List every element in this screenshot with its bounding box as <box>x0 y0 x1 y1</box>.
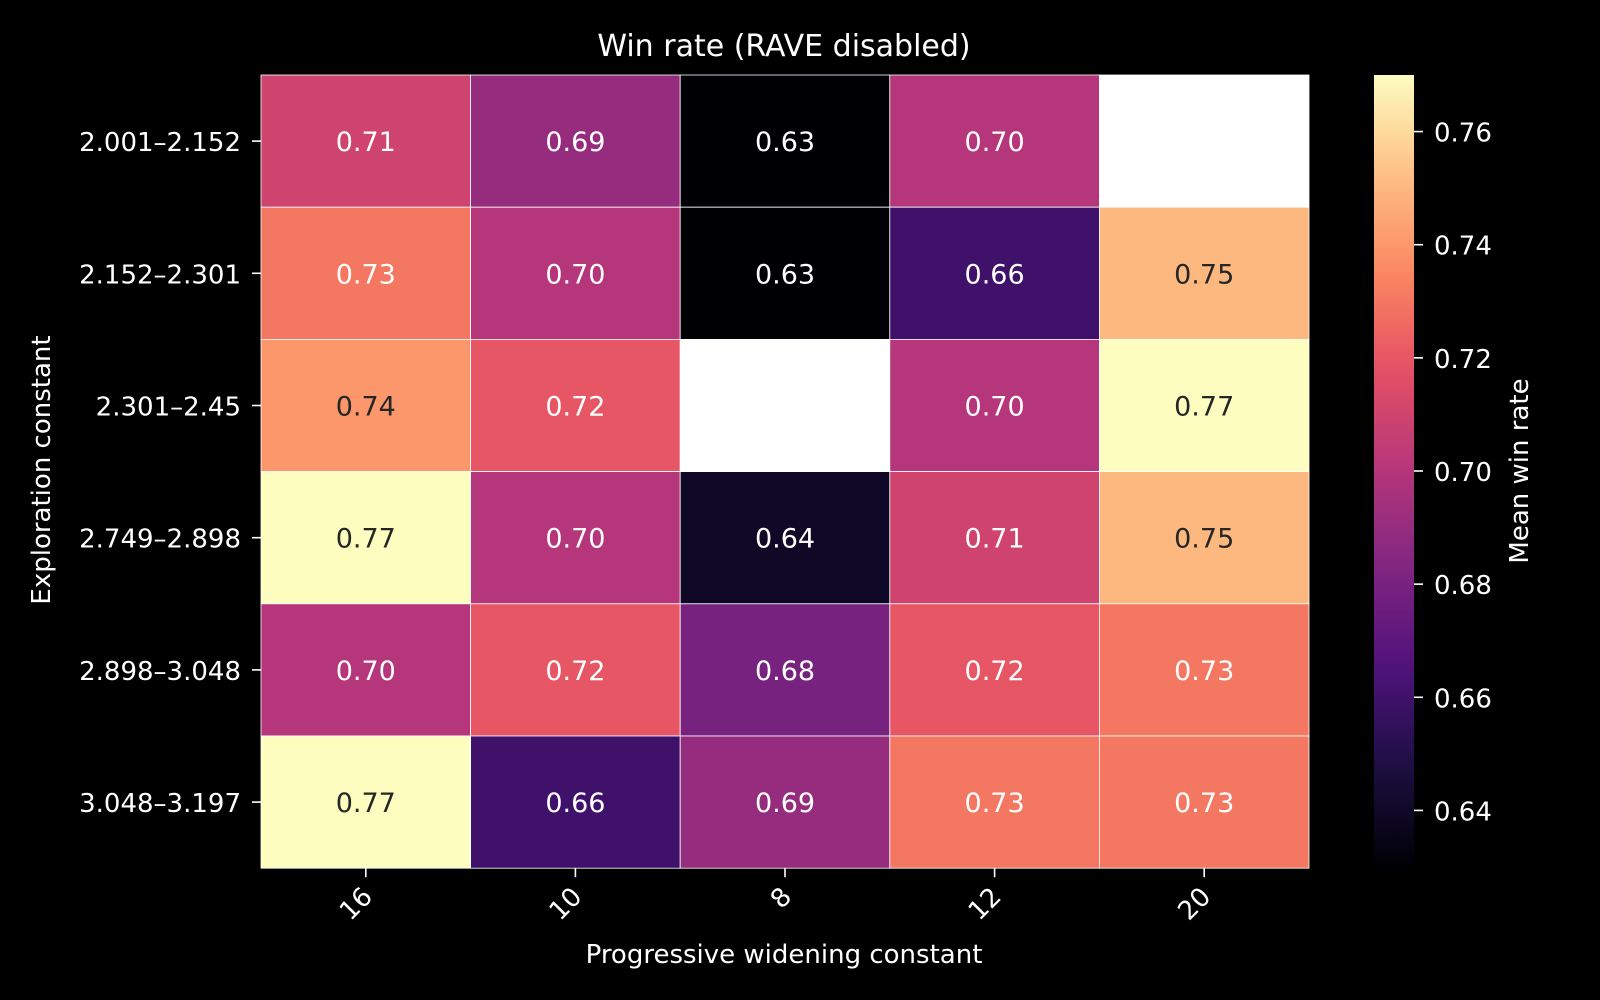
cell-value-label: 0.77 <box>1174 392 1234 423</box>
heatmap-cell <box>1099 74 1310 208</box>
heatmap-cell <box>889 735 1100 869</box>
cell-value-label: 0.77 <box>336 788 396 819</box>
cell-value-label: 0.74 <box>336 392 396 423</box>
x-tick-label: 20 <box>1173 882 1218 927</box>
cell-value-label: 0.71 <box>336 127 396 158</box>
heatmap-cell <box>679 735 891 869</box>
heatmap-cell <box>1099 735 1310 869</box>
heatmap-cell <box>889 338 1100 472</box>
heatmap-cell <box>260 206 472 340</box>
heatmap-cell <box>470 206 681 340</box>
heatmap-cell <box>1099 603 1310 737</box>
colorbar-gradient <box>1374 75 1414 867</box>
heatmap-cell <box>679 206 891 340</box>
x-tick-label: 12 <box>963 882 1008 927</box>
cell-value-label: 0.63 <box>755 127 815 158</box>
heatmap-cell <box>889 471 1100 605</box>
cell-value-label: 0.68 <box>755 656 815 687</box>
chart-title: Win rate (RAVE disabled) <box>597 29 970 64</box>
heatmap-cell <box>1099 338 1310 472</box>
y-tick-label: 2.898–3.048 <box>79 657 241 687</box>
cell-value-label: 0.70 <box>965 127 1025 158</box>
heatmap-cell <box>260 603 472 737</box>
cell-value-label: 0.66 <box>545 788 605 819</box>
x-tick-label: 16 <box>334 882 379 927</box>
colorbar-tick-label: 0.72 <box>1434 345 1492 375</box>
y-tick-label: 2.749–2.898 <box>79 525 241 555</box>
heatmap-cell <box>260 338 472 472</box>
cell-value-label: 0.73 <box>965 788 1025 819</box>
cell-value-label: 0.73 <box>1174 788 1234 819</box>
heatmap-cell <box>889 74 1100 208</box>
x-axis-label: Progressive widening constant <box>586 940 983 970</box>
cell-value-label: 0.75 <box>1174 259 1234 290</box>
cell-value-label: 0.66 <box>965 259 1025 290</box>
y-tick-label: 3.048–3.197 <box>79 789 241 819</box>
cell-value-label: 0.70 <box>545 259 605 290</box>
cell-value-label: 0.70 <box>965 392 1025 423</box>
heatmap-cell <box>889 206 1100 340</box>
heatmap-cell <box>679 338 891 472</box>
y-tick-label: 2.301–2.45 <box>96 393 241 423</box>
cell-value-label: 0.75 <box>1174 524 1234 555</box>
colorbar-tick-label: 0.64 <box>1434 797 1492 827</box>
heatmap-cells: 0.71 0.69 0.63 0.70 0.73 0.70 0.63 0.66 0.75 0.74… <box>260 74 1310 869</box>
heatmap-cell <box>679 74 891 208</box>
colorbar: 0.64 0.66 0.68 0.70 0.72 0.74 0.76 Mean win ra… <box>1374 75 1535 867</box>
heatmap-cell <box>889 603 1100 737</box>
heatmap-cell <box>470 735 681 869</box>
cell-value-label: 0.71 <box>965 524 1025 555</box>
heatmap-cell <box>679 471 891 605</box>
cell-value-label: 0.69 <box>545 127 605 158</box>
colorbar-tick-label: 0.76 <box>1434 119 1492 149</box>
colorbar-tick-label: 0.68 <box>1434 571 1492 601</box>
y-tick-label: 2.152–2.301 <box>79 260 241 290</box>
heatmap-cell <box>260 74 472 208</box>
cell-value-label: 0.72 <box>965 656 1025 687</box>
x-tick-label: 10 <box>544 882 589 927</box>
cell-value-label: 0.73 <box>336 259 396 290</box>
cell-value-label: 0.69 <box>755 788 815 819</box>
colorbar-tick-label: 0.70 <box>1434 458 1492 488</box>
colorbar-ticks: 0.64 0.66 0.68 0.70 0.72 0.74 0.76 <box>1414 119 1492 827</box>
cell-value-label: 0.70 <box>545 524 605 555</box>
x-tick-label: 8 <box>765 882 798 915</box>
heatmap-cell <box>470 603 681 737</box>
cell-value-label: 0.72 <box>545 392 605 423</box>
cell-value-label: 0.77 <box>336 524 396 555</box>
colorbar-label: Mean win rate <box>1505 378 1535 563</box>
heatmap-cell <box>470 74 681 208</box>
cell-value-label: 0.72 <box>545 656 605 687</box>
x-axis-ticks: 16 10 8 12 20 <box>334 868 1218 927</box>
cell-value-label: 0.63 <box>755 259 815 290</box>
colorbar-tick-label: 0.66 <box>1434 684 1492 714</box>
heatmap-cell <box>1099 471 1310 605</box>
cell-value-label: 0.70 <box>336 656 396 687</box>
y-axis-ticks: 2.001–2.152 2.152–2.301 2.301–2.45 2.749–2.… <box>79 128 261 819</box>
heatmap-cell <box>470 471 681 605</box>
cell-value-label: 0.64 <box>755 524 815 555</box>
cell-value-label: 0.73 <box>1174 656 1234 687</box>
y-axis-label: Exploration constant <box>27 335 57 604</box>
colorbar-tick-label: 0.74 <box>1434 232 1492 262</box>
heatmap-cell <box>260 471 472 605</box>
heatmap-cell <box>679 603 891 737</box>
y-tick-label: 2.001–2.152 <box>79 128 241 158</box>
